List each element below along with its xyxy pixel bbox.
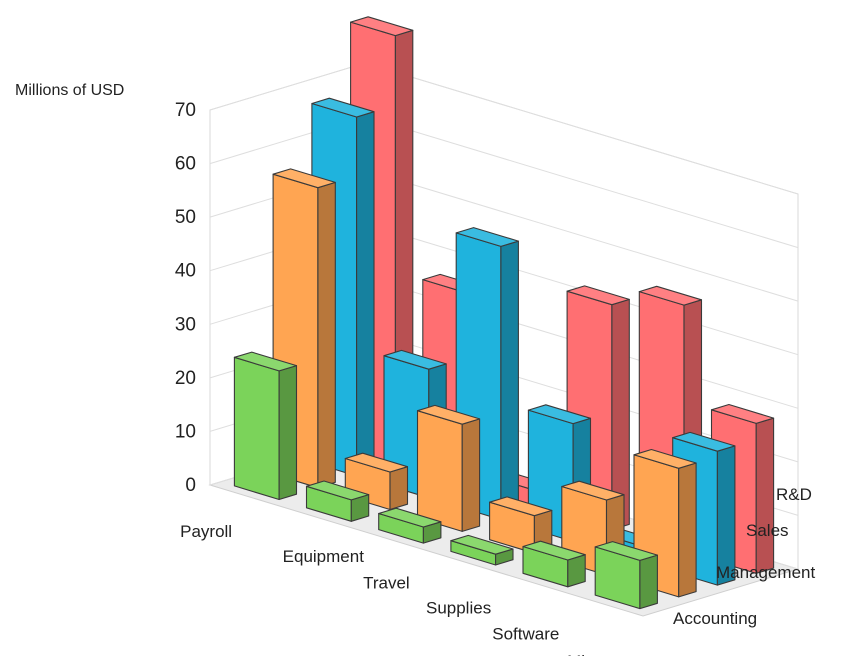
bar-series-accounting bbox=[233, 351, 658, 610]
y-tick-label: 30 bbox=[175, 314, 196, 335]
bar-side-face bbox=[389, 466, 409, 511]
category-label: Misc. bbox=[567, 652, 607, 656]
bar-software bbox=[522, 540, 586, 588]
bar-supplies bbox=[450, 534, 514, 566]
bar-top-face bbox=[455, 227, 519, 247]
series-axis-label: R&D bbox=[776, 485, 812, 504]
bar-side-face bbox=[317, 181, 336, 489]
category-label: Travel bbox=[363, 574, 410, 593]
y-tick-label: 10 bbox=[175, 421, 196, 442]
bar-equipment bbox=[305, 480, 370, 522]
bar-top-face bbox=[522, 540, 586, 561]
bar-top-face bbox=[416, 404, 481, 425]
bar-side-face bbox=[755, 417, 775, 574]
bar-top-face bbox=[633, 448, 697, 469]
bar-travel bbox=[416, 404, 481, 532]
bar-top-face bbox=[383, 349, 447, 370]
category-label: Payroll bbox=[180, 522, 232, 541]
bar-top-face bbox=[378, 507, 442, 528]
series-axis-label: Management bbox=[716, 563, 816, 582]
category-label: Equipment bbox=[283, 547, 365, 566]
bar-side-face bbox=[678, 462, 697, 598]
bar-payroll bbox=[233, 351, 298, 501]
bar-side-face bbox=[639, 554, 658, 610]
bar-top-face bbox=[305, 480, 370, 501]
bar-top-face bbox=[450, 534, 514, 555]
category-label: Supplies bbox=[426, 598, 491, 617]
bar-top-face bbox=[710, 403, 775, 424]
bar-side-face bbox=[356, 111, 375, 477]
category-label: Software bbox=[492, 624, 559, 643]
bar-side-face bbox=[461, 418, 481, 532]
bar-top-face bbox=[489, 496, 553, 517]
bar-top-face bbox=[233, 351, 298, 372]
chart-labels: Millions of USD 0 10 20 30 40 50 60 70 Payroll Eq… bbox=[15, 82, 816, 661]
chart-bars bbox=[233, 16, 775, 610]
y-tick-label: 20 bbox=[175, 368, 196, 389]
y-axis-title: Millions of USD bbox=[15, 82, 124, 99]
y-tick-label: 0 bbox=[185, 475, 196, 496]
bar-top-face bbox=[350, 16, 414, 37]
bar-top-face bbox=[344, 452, 409, 473]
bar-travel bbox=[378, 507, 442, 544]
bar-top-face bbox=[594, 541, 658, 561]
y-tick-label: 50 bbox=[175, 207, 196, 228]
bar-top-face bbox=[566, 285, 630, 306]
bar-top-face bbox=[561, 480, 625, 501]
y-tick-label: 70 bbox=[175, 100, 196, 121]
bar-supplies bbox=[489, 496, 553, 554]
y-tick-label: 40 bbox=[175, 261, 196, 282]
bar-side-face bbox=[278, 365, 298, 501]
bar-misc- bbox=[594, 541, 658, 610]
bar-top-face bbox=[311, 97, 375, 118]
series-axis-label: Sales bbox=[746, 521, 789, 540]
y-tick-label: 60 bbox=[175, 154, 196, 175]
bar-top-face bbox=[672, 431, 736, 452]
bar-top-face bbox=[527, 404, 592, 425]
bar-top-face bbox=[638, 285, 703, 306]
series-axis-label: Accounting bbox=[673, 609, 757, 628]
bar-front-face bbox=[233, 356, 280, 501]
bar-side-face bbox=[500, 240, 519, 521]
bar-front-face bbox=[416, 410, 463, 532]
bar-top-face bbox=[272, 168, 336, 189]
